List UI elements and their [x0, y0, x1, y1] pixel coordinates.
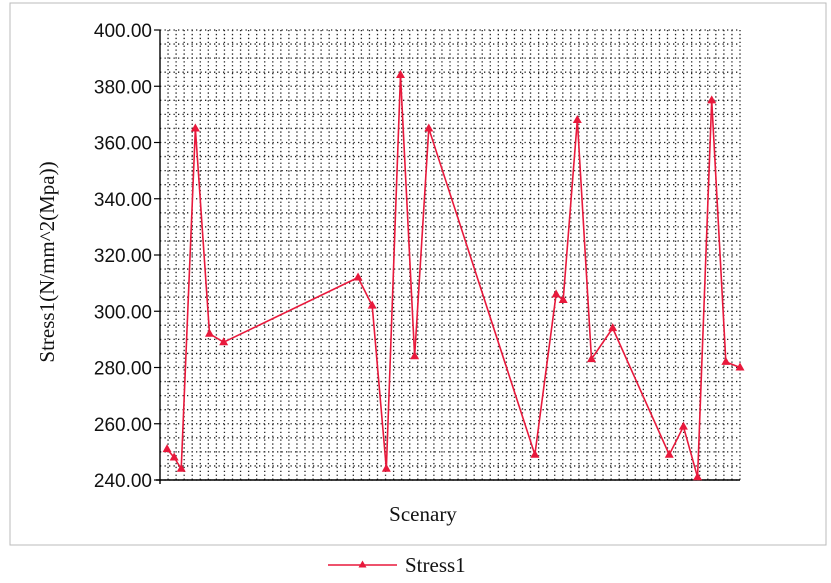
data-point-marker	[395, 70, 405, 78]
x-axis-title: Scenary	[389, 502, 457, 526]
series-segment-0	[576, 119, 593, 360]
series-segment-0	[428, 128, 536, 455]
y-tick-label: 400.00	[94, 21, 152, 42]
series-segment-0	[611, 327, 670, 456]
data-point-marker	[424, 123, 434, 132]
series-segment-0	[194, 128, 211, 334]
data-point-marker	[219, 337, 229, 346]
data-point-marker	[205, 328, 215, 337]
series-segment-0	[696, 100, 713, 478]
axes	[156, 30, 740, 484]
data-point-marker	[586, 354, 596, 363]
data-point-marker	[721, 356, 731, 365]
data-point-marker	[707, 95, 717, 104]
y-tick-labels: 400.00 380.00 360.00 340.00 320.00 300.00 280.…	[94, 21, 160, 492]
data-point-marker	[551, 289, 561, 298]
legend: Stress1	[328, 553, 466, 577]
series-segment-0	[371, 305, 388, 469]
data-point-marker	[353, 272, 363, 281]
series-segment-0	[562, 119, 579, 301]
series-segment-0	[590, 327, 614, 360]
series-segment-0	[534, 294, 557, 455]
data-point-marker	[693, 472, 703, 481]
data-point-marker	[558, 295, 568, 303]
legend-marker-icon	[358, 560, 367, 568]
y-tick-label: 280.00	[94, 359, 152, 380]
data-point-marker	[530, 449, 540, 458]
data-point-marker	[735, 362, 745, 371]
data-point-marker	[169, 452, 179, 461]
series-segment-0	[668, 426, 685, 456]
series-segment-0	[385, 74, 402, 469]
series-segment-0	[223, 276, 359, 343]
chart-frame	[9, 2, 827, 546]
data-point-marker	[162, 444, 172, 453]
y-tick-label: 380.00	[94, 77, 152, 98]
y-tick-label: 300.00	[94, 302, 152, 323]
y-tick-label: 320.00	[94, 246, 152, 267]
y-axis-title: Stress1(N/mm^2(Mpa))	[35, 161, 59, 362]
data-point-marker	[572, 115, 582, 123]
data-point-marker	[608, 323, 618, 332]
data-point-marker	[678, 421, 688, 430]
series-segment-0	[180, 128, 197, 469]
data-point-marker	[367, 300, 377, 309]
data-point-marker	[664, 449, 674, 458]
data-point-marker	[190, 123, 200, 132]
grid	[160, 29, 741, 481]
data-point-marker	[410, 351, 420, 360]
series-layer	[162, 70, 745, 481]
y-tick-label: 360.00	[94, 134, 152, 155]
y-tick-label: 260.00	[94, 415, 152, 436]
series-segment-0	[399, 74, 416, 357]
series-segment-0	[710, 100, 727, 362]
series-segment-0	[682, 426, 699, 478]
data-point-marker	[381, 463, 391, 472]
legend-entry-stress1: Stress1	[405, 553, 466, 577]
y-tick-label: 240.00	[94, 471, 152, 492]
series-segment-0	[357, 277, 373, 306]
series-segment-0	[413, 128, 430, 357]
y-tick-label: 340.00	[94, 190, 152, 211]
data-point-marker	[176, 463, 186, 472]
